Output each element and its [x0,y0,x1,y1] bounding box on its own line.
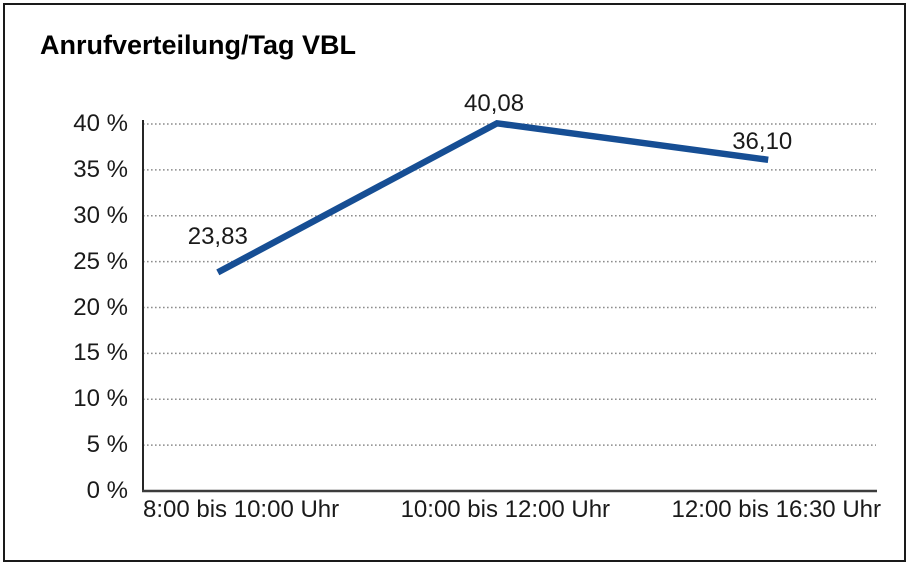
y-tick-label: 35 % [73,155,128,183]
data-point-label: 23,83 [187,223,248,251]
axes [142,120,877,493]
x-tick-label: 10:00 bis 12:00 Uhr [400,496,611,523]
x-tick-label: 12:00 bis 16:30 Uhr [671,496,881,523]
y-tick-label: 20 % [73,293,128,321]
y-tick-label: 30 % [73,201,128,229]
x-axis-tick-labels: 8:00 bis 10:00 Uhr 10:00 bis 12:00 Uhr 12:… [143,497,881,523]
y-tick-label: 15 % [73,339,128,367]
data-point-label: 36,10 [732,127,793,155]
y-axis-tick-labels: 0 % 5 % 10 % 15 % 20 % 25 % 30 % 35 % 40 % [0,0,128,576]
chart-title: Anrufverteilung/Tag VBL [40,30,357,60]
y-tick-label: 5 % [86,431,128,459]
y-tick-label: 0 % [86,477,128,504]
series-line [216,119,769,276]
y-tick-label: 25 % [73,247,128,275]
gridlines [143,123,876,446]
data-point-label: 40,08 [464,90,525,118]
y-tick-label: 40 % [73,110,128,137]
y-tick-label: 10 % [73,385,128,413]
x-tick-label: 8:00 bis 10:00 Uhr [143,496,340,523]
